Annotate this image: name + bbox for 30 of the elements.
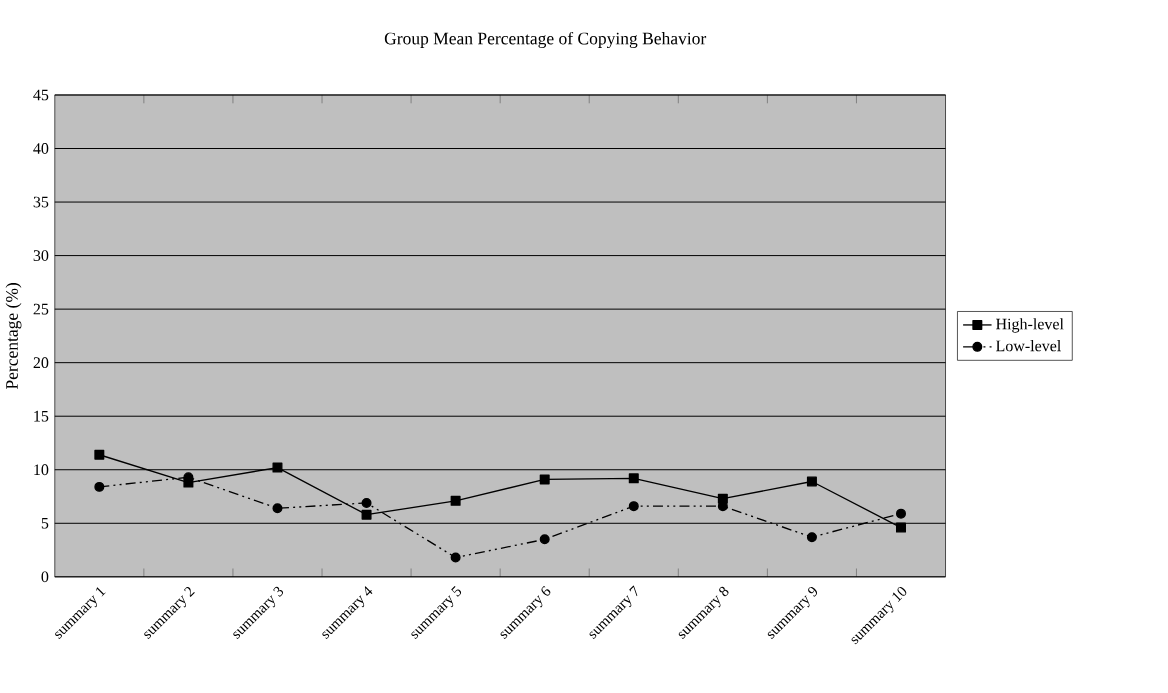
point	[94, 449, 105, 460]
point	[895, 508, 906, 519]
y-tick-label: 0	[41, 571, 49, 583]
point	[272, 503, 283, 514]
y-tick-label: 30	[33, 250, 49, 262]
point	[895, 522, 906, 533]
point	[806, 476, 817, 487]
chart-title: Group Mean Percentage of Copying Behavior	[384, 32, 707, 49]
point	[450, 495, 461, 506]
point	[450, 552, 461, 563]
y-tick-label: 20	[33, 357, 49, 369]
y-tick-label: 40	[33, 143, 49, 155]
legend-label: Low-level	[996, 340, 1061, 352]
point	[628, 473, 639, 484]
y-tick-label: 45	[33, 89, 49, 101]
legend-label: High-level	[996, 318, 1064, 333]
y-tick-label: 15	[34, 410, 49, 422]
y-tick-label: 25	[33, 303, 49, 315]
point	[539, 474, 550, 485]
y-tick-label: 10	[34, 464, 49, 476]
point	[94, 481, 105, 492]
y-tick-label: 5	[41, 518, 49, 529]
y-tick-label: 35	[33, 196, 49, 208]
point	[806, 532, 817, 543]
point	[361, 509, 372, 520]
point	[272, 462, 283, 473]
point	[361, 498, 372, 509]
point	[628, 501, 639, 512]
y-axis-title: Percentage (%)	[5, 283, 22, 390]
point	[539, 534, 550, 545]
